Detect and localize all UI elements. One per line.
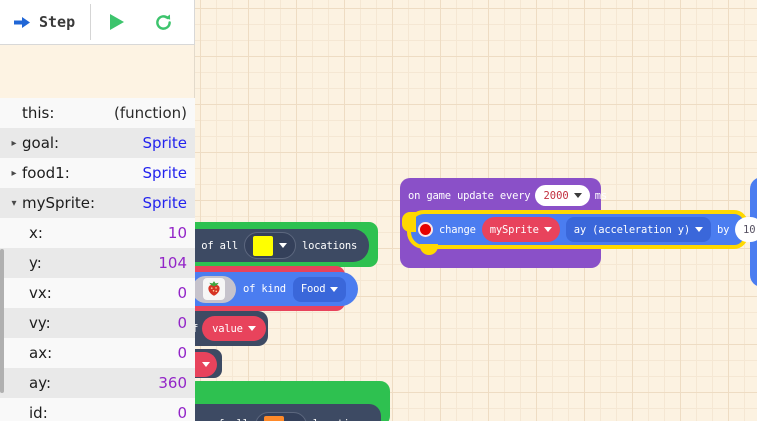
- variables-panel: Step Variables this: (function): [0, 0, 195, 421]
- dropdown-icon: [543, 227, 552, 232]
- interval-value: 2000: [543, 189, 569, 202]
- variable-name: mySprite:: [22, 194, 96, 212]
- yellow-tile-icon: [252, 235, 273, 256]
- value-dropdown-label: value: [212, 322, 243, 335]
- variable-value: 0: [177, 344, 187, 362]
- orange-tile-icon: [263, 415, 284, 421]
- value-block-fragment: f: [192, 322, 199, 335]
- locations-suffix-label: locations: [301, 239, 358, 252]
- change-property-block-highlighted[interactable]: change mySprite ay (acceleration y) by 1…: [402, 210, 757, 255]
- on-game-update-label: on game update every: [408, 189, 531, 202]
- change-label: change: [439, 223, 476, 236]
- variable-row-ax: ax: 0: [0, 338, 195, 368]
- value-dropdown[interactable]: value: [202, 316, 266, 341]
- variable-name: y:: [29, 254, 42, 272]
- expander-icon[interactable]: ▾: [11, 197, 17, 209]
- variable-name: vy:: [29, 314, 51, 332]
- dropdown-icon: [202, 362, 210, 367]
- variable-value: 0: [177, 314, 187, 332]
- variable-name: id:: [29, 404, 48, 421]
- variable-row-id: id: 0: [0, 398, 195, 421]
- dropdown-icon: [695, 227, 704, 232]
- property-dropdown-value: ay (acceleration y): [573, 223, 691, 236]
- variable-row-this: this: (function): [0, 98, 195, 128]
- refresh-icon: [155, 13, 171, 30]
- expander-icon[interactable]: ▸: [11, 137, 17, 149]
- variable-row-ay: ay: 360: [0, 368, 195, 398]
- variable-row-vx: vx: 0: [0, 278, 195, 308]
- of-kind-label: of kind: [243, 283, 286, 295]
- kind-dropdown-value: Food: [300, 283, 326, 295]
- step-button-label: Step: [39, 13, 76, 31]
- variable-name: food1:: [22, 164, 70, 182]
- variable-value: 0: [177, 284, 187, 302]
- locations-prefix-label: y of all: [189, 239, 238, 252]
- strawberry-sprite-icon: [203, 278, 225, 300]
- ms-label: ms: [594, 189, 607, 202]
- variable-value: 10: [167, 224, 187, 242]
- variable-value: 360: [158, 374, 187, 392]
- variable-name: ay:: [29, 374, 52, 392]
- variable-row-goal[interactable]: ▸ goal: Sprite: [0, 128, 195, 158]
- step-arrow-icon: [14, 16, 30, 28]
- variable-row-y: y: 104: [0, 248, 195, 278]
- variable-name: goal:: [22, 134, 60, 152]
- variable-name: x:: [29, 224, 43, 242]
- sprite-variable-value: mySprite: [489, 223, 539, 236]
- locations-prefix-label: of all: [212, 418, 249, 421]
- variable-name: ax:: [29, 344, 53, 362]
- expander-icon[interactable]: ▸: [11, 167, 17, 179]
- variable-value: 0: [177, 404, 187, 421]
- breakpoint-icon[interactable]: [418, 222, 433, 237]
- dropdown-icon: [573, 193, 582, 198]
- debugger-toolbar: Step: [0, 0, 195, 45]
- variables-list: this: (function) ▸ goal: Sprite ▸ food1:…: [0, 98, 195, 421]
- bottom-locations-block[interactable]: of all locations: [186, 404, 381, 421]
- variable-value: Sprite: [142, 134, 188, 152]
- kind-dropdown[interactable]: Food: [292, 276, 347, 302]
- variable-row-mysprite[interactable]: ▾ mySprite: Sprite: [0, 188, 195, 218]
- tile-image-dropdown[interactable]: [254, 412, 307, 421]
- dropdown-icon: [330, 286, 339, 292]
- variable-row-vy: vy: 0: [0, 308, 195, 338]
- variable-row-x: x: 10: [0, 218, 195, 248]
- variable-value: Sprite: [142, 194, 188, 212]
- step-button[interactable]: Step: [0, 0, 90, 44]
- sprite-variable-dropdown[interactable]: mySprite: [481, 217, 560, 242]
- panel-scrollbar[interactable]: [0, 249, 4, 393]
- restart-button[interactable]: [141, 0, 185, 44]
- tilemap-locations-block[interactable]: y of all locations: [186, 229, 369, 262]
- variable-value: 104: [158, 254, 187, 272]
- variable-value: (function): [114, 104, 187, 122]
- play-icon: [109, 14, 124, 30]
- sprite-of-kind-block[interactable]: of kind Food: [186, 272, 358, 306]
- locations-suffix-label: locations: [313, 418, 368, 421]
- tile-image-dropdown[interactable]: [243, 232, 296, 259]
- value-dropdown-block[interactable]: f value: [186, 311, 268, 346]
- amount-input[interactable]: 10: [735, 217, 757, 242]
- variable-name: vx:: [29, 284, 52, 302]
- by-label: by: [717, 223, 730, 236]
- variable-value: Sprite: [142, 164, 188, 182]
- property-dropdown[interactable]: ay (acceleration y): [565, 217, 712, 242]
- variable-row-food1[interactable]: ▸ food1: Sprite: [0, 158, 195, 188]
- variable-name: this:: [22, 104, 55, 122]
- play-button[interactable]: [91, 0, 141, 44]
- dropdown-icon: [247, 326, 256, 331]
- sprite-image-dropdown[interactable]: [192, 275, 236, 303]
- dropdown-icon: [278, 243, 287, 248]
- toolbar-divider: [90, 4, 91, 40]
- interval-dropdown[interactable]: 2000: [535, 185, 590, 206]
